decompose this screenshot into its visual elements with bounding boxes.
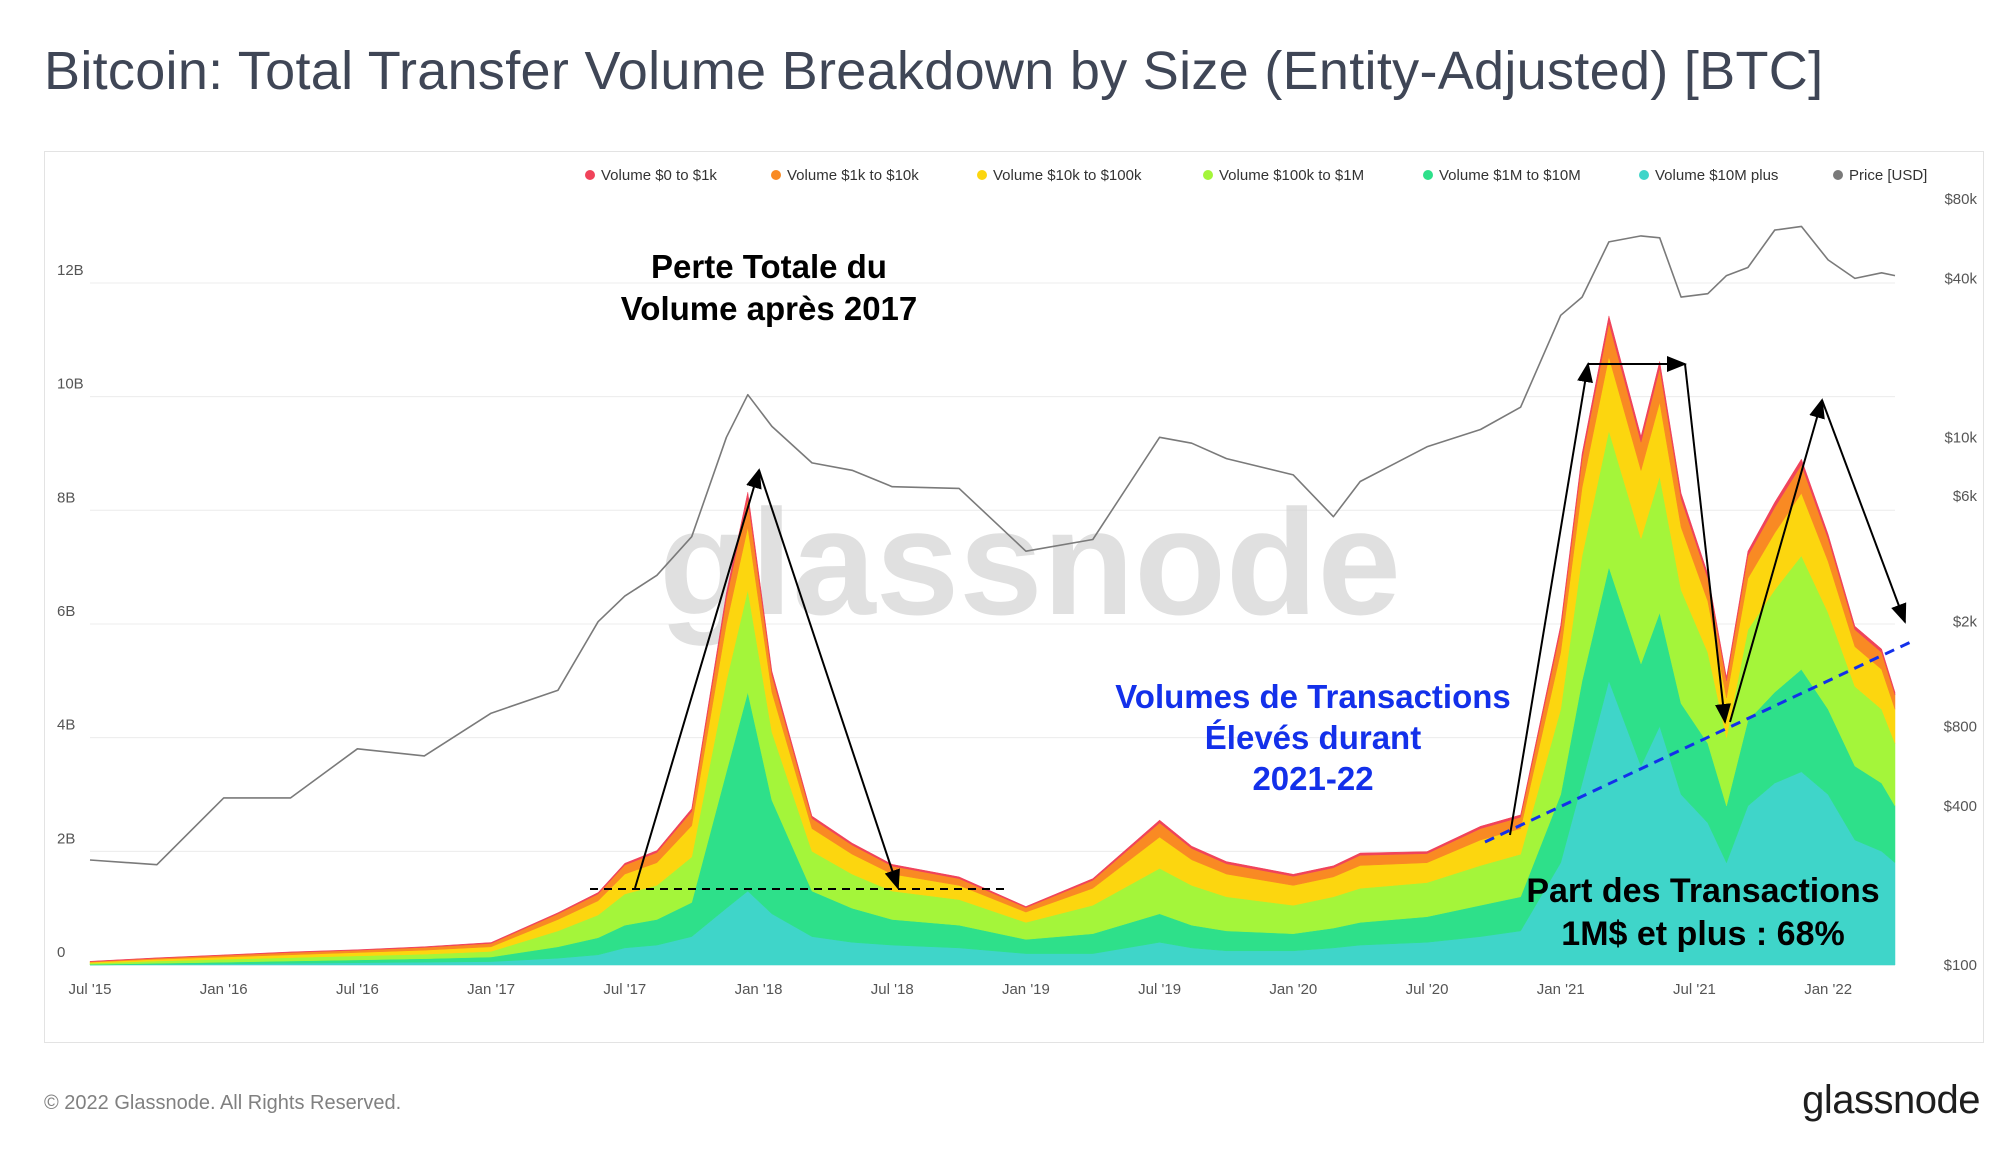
annotation-share-1m-plus-line: 1M$ et plus : 68% [1561, 915, 1844, 953]
legend-label: Volume $100k to $1M [1219, 167, 1364, 184]
legend-swatch [1639, 170, 1649, 180]
legend-label: Volume $0 to $1k [601, 167, 717, 184]
x-tick-label: Jul '16 [336, 981, 379, 998]
annotation-volume-loss-line: Volume après 2017 [621, 290, 918, 327]
annotation-share-1m-plus-line: Part des Transactions [1526, 872, 1879, 910]
annotation-volume-loss-line: Perte Totale du [651, 248, 887, 285]
y-right-tick-label: $100 [1944, 957, 1977, 974]
y-right-tick-label: $80k [1944, 191, 1977, 208]
x-tick-label: Jul '21 [1673, 981, 1716, 998]
annotation-high-volumes-line: 2021-22 [1252, 760, 1373, 797]
y-left-tick-label: 10B [57, 376, 84, 393]
x-tick-label: Jan '20 [1269, 981, 1317, 998]
annotation-high-volumes-line: Volumes de Transactions [1115, 678, 1511, 715]
y-left-tick-label: 6B [57, 603, 75, 620]
page-title: Bitcoin: Total Transfer Volume Breakdown… [44, 40, 1823, 102]
x-tick-label: Jul '15 [69, 981, 112, 998]
legend-swatch [771, 170, 781, 180]
x-tick-label: Jan '18 [735, 981, 783, 998]
x-tick-label: Jan '21 [1537, 981, 1585, 998]
x-tick-label: Jan '17 [467, 981, 515, 998]
y-left-tick-label: 12B [57, 262, 84, 279]
y-right-tick-label: $10k [1944, 429, 1977, 446]
brand-logo: glassnode [1802, 1078, 1980, 1123]
legend: Volume $0 to $1k Volume $1k to $10k Volume… [585, 167, 1927, 184]
y-left-tick-label: 0 [57, 944, 65, 961]
y-left-tick-label: 4B [57, 717, 75, 734]
y-right-tick-label: $400 [1944, 798, 1977, 815]
copyright-footer: © 2022 Glassnode. All Rights Reserved. [44, 1092, 401, 1115]
legend-label: Volume $1k to $10k [787, 167, 919, 184]
x-tick-label: Jul '19 [1138, 981, 1181, 998]
legend-swatch [1203, 170, 1213, 180]
legend-swatch [977, 170, 987, 180]
y-right-tick-label: $6k [1953, 488, 1978, 505]
x-tick-label: Jul '17 [603, 981, 646, 998]
x-tick-label: Jul '20 [1406, 981, 1449, 998]
y-left-tick-label: 8B [57, 489, 75, 506]
legend-swatch [585, 170, 595, 180]
x-tick-label: Jan '19 [1002, 981, 1050, 998]
y-right-tick-label: $2k [1953, 614, 1978, 631]
legend-label: Volume $10k to $100k [993, 167, 1142, 184]
legend-swatch [1833, 170, 1843, 180]
legend-label: Volume $10M plus [1655, 167, 1778, 184]
legend-label: Volume $1M to $10M [1439, 167, 1581, 184]
annotation-volume-loss: Perte Totale du Volume après 2017 [621, 248, 918, 327]
y-right-tick-label: $40k [1944, 270, 1977, 287]
legend-swatch [1423, 170, 1433, 180]
x-tick-label: Jan '22 [1804, 981, 1852, 998]
x-tick-label: Jan '16 [200, 981, 248, 998]
legend-label: Price [USD] [1849, 167, 1927, 184]
x-tick-label: Jul '18 [871, 981, 914, 998]
chart-panel: glassnode 0 2B 4B 6B 8B 10B 12B Jul '15 Jan '16 J… [44, 151, 1984, 1043]
y-left-tick-label: 2B [57, 830, 75, 847]
annotation-high-volumes-line: Élevés durant [1205, 719, 1421, 756]
y-right-tick-label: $800 [1944, 719, 1977, 736]
